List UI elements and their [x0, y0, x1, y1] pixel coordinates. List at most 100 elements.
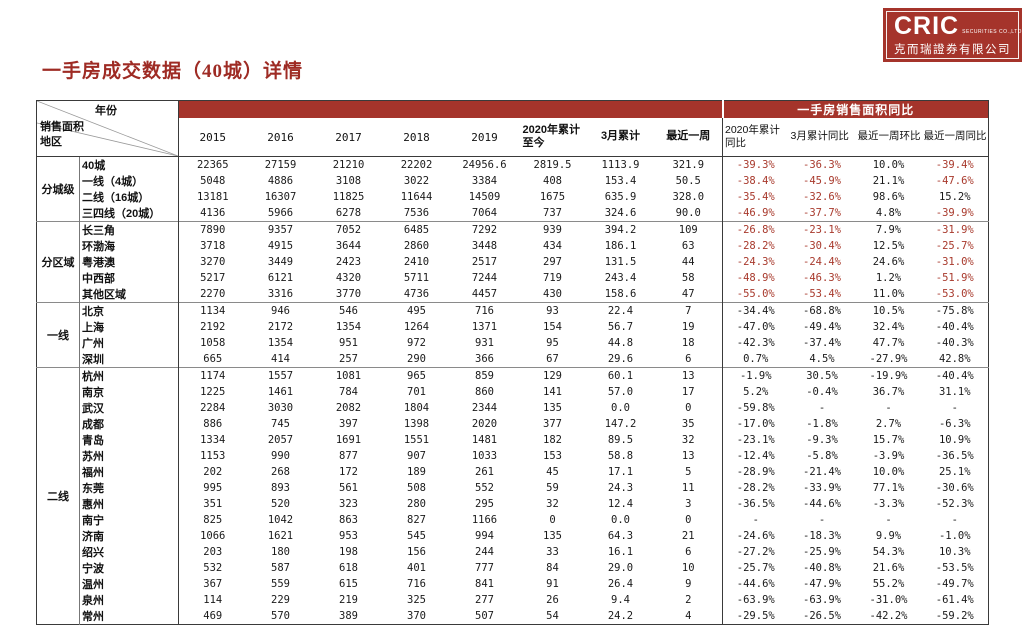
table-row: 上海 2192 2172 1354 1264 1371 154 56.7 19 -47.0% -49…: [37, 319, 989, 335]
value-cell: 2270: [200, 288, 226, 300]
banner-left-bar: [178, 100, 723, 118]
row-label: 泉州: [79, 592, 179, 608]
value-cell: 907: [407, 450, 426, 462]
col-header-2019: 2019: [450, 118, 519, 157]
value-cell: 10.5%: [855, 302, 922, 319]
value-cell: 24.2: [607, 610, 634, 622]
value-cell: -31.0%: [869, 594, 908, 606]
value-cell: -33.9%: [803, 482, 841, 494]
value-cell: 951: [339, 337, 358, 349]
value-cell: 290: [407, 353, 426, 365]
value-cell: 2.7%: [875, 418, 902, 430]
col-header-2018: 2018: [382, 118, 451, 157]
value-cell: 3449: [267, 256, 294, 268]
value-cell: 21.1%: [872, 175, 905, 187]
table-row: 分城级 40城 22365 27159 21210 22202 24956.6 2819.5 1…: [36, 156, 989, 222]
page-title: 一手房成交数据（40城）详情: [42, 61, 304, 82]
value-cell: 12.5%: [872, 240, 905, 252]
value-cell: 552: [475, 482, 494, 494]
value-cell: 5966: [267, 207, 294, 219]
value-cell: 64.3: [607, 530, 634, 542]
value-cell: 63: [681, 240, 695, 252]
value-cell: 10: [681, 562, 695, 574]
value-cell: 877: [339, 450, 358, 462]
value-cell: 434: [543, 240, 562, 252]
value-cell: 994: [475, 530, 494, 542]
value-cell: 26: [546, 594, 559, 606]
value-cell: 3030: [267, 402, 294, 414]
value-cell: 16.1: [607, 546, 634, 558]
value-cell: 0.0: [611, 402, 630, 414]
value-cell: 180: [271, 546, 290, 558]
value-cell: -: [885, 514, 892, 526]
table-body: 分城级 40城 22365 27159 21210 22202 24956.6 2819.5 1…: [36, 156, 989, 625]
row-label: 粤港澳: [79, 254, 179, 270]
value-cell: 401: [407, 562, 426, 574]
group-label: 二线: [36, 367, 80, 625]
value-cell: 507: [475, 610, 494, 622]
value-cell: -: [951, 402, 958, 414]
value-cell: 147.2: [604, 418, 637, 430]
value-cell: 268: [271, 466, 290, 478]
banner-growth-title: 一手房销售面积同比: [721, 100, 989, 118]
value-cell: 91: [546, 578, 559, 590]
value-cell: 4: [685, 610, 692, 622]
value-cell: 135: [543, 530, 562, 542]
value-cell: 351: [203, 498, 223, 510]
value-cell: 777: [475, 562, 494, 574]
value-cell: -25.7%: [935, 240, 974, 252]
value-cell: 21.6%: [872, 562, 905, 574]
value-cell: 1166: [471, 514, 498, 526]
value-cell: 12.4: [607, 498, 634, 510]
value-cell: 18: [681, 337, 695, 349]
value-cell: -42.2%: [869, 610, 908, 622]
value-cell: 1066: [200, 530, 226, 542]
value-cell: -29.5%: [722, 608, 789, 625]
value-cell: 570: [271, 610, 290, 622]
table-row: 二线（16城） 13181 16307 11825 11644 14509 1675 635.…: [37, 189, 989, 205]
value-cell: -63.9%: [722, 592, 789, 608]
value-cell: -17.0%: [722, 416, 789, 432]
row-label: 常州: [79, 608, 179, 625]
value-cell: 946: [246, 302, 315, 319]
value-cell: -1.9%: [722, 367, 789, 384]
value-cell: 5217: [200, 272, 226, 284]
housing-data-table: 年份 销售面积 地区 一手房销售面积同比 2015 2016 2017 2018…: [36, 100, 990, 625]
value-cell: -19.9%: [855, 367, 922, 384]
value-cell: 114: [203, 594, 223, 606]
value-cell: 886: [203, 418, 223, 430]
value-cell: 84: [546, 562, 559, 574]
value-cell: 321.9: [654, 156, 723, 173]
col-header-last-week: 最近一周: [654, 118, 723, 157]
value-cell: 2860: [403, 240, 430, 252]
table-row: 东莞 995 893 561 508 552 59 24.3 11 -28.2% -33.9% 77.…: [37, 480, 989, 496]
value-cell: 93: [518, 302, 587, 319]
row-label: 其他区域: [79, 286, 179, 303]
value-cell: 11644: [400, 191, 433, 203]
value-cell: 953: [339, 530, 358, 542]
row-label: 惠州: [79, 496, 179, 512]
value-cell: 11.0%: [872, 288, 905, 300]
value-cell: 377: [543, 418, 562, 430]
value-cell: 129: [518, 367, 587, 384]
corner-area-label: 销售面积: [40, 121, 84, 133]
value-cell: -39.4%: [921, 156, 989, 173]
value-cell: 153: [543, 450, 562, 462]
value-cell: 32.4%: [872, 321, 905, 333]
value-cell: 257: [339, 353, 358, 365]
value-cell: -75.8%: [921, 302, 989, 319]
col-header-march-cum: 3月累计: [586, 118, 655, 157]
value-cell: -31.0%: [935, 256, 974, 268]
value-cell: -1.8%: [806, 418, 838, 430]
row-label: 上海: [79, 319, 179, 335]
table-row: 粤港澳 3270 3449 2423 2410 2517 297 131.5 44 -24.3% -…: [37, 254, 989, 270]
table-row: 苏州 1153 990 877 907 1033 153 58.8 13 -12.4% -5.8% -…: [37, 448, 989, 464]
row-label: 苏州: [79, 448, 179, 464]
value-cell: 32: [546, 498, 559, 510]
value-cell: -28.2%: [722, 238, 789, 254]
value-cell: 0: [549, 514, 556, 526]
value-cell: 737: [543, 207, 562, 219]
value-cell: 618: [339, 562, 358, 574]
value-cell: -: [951, 514, 958, 526]
corner-region-label: 地区: [40, 136, 62, 148]
